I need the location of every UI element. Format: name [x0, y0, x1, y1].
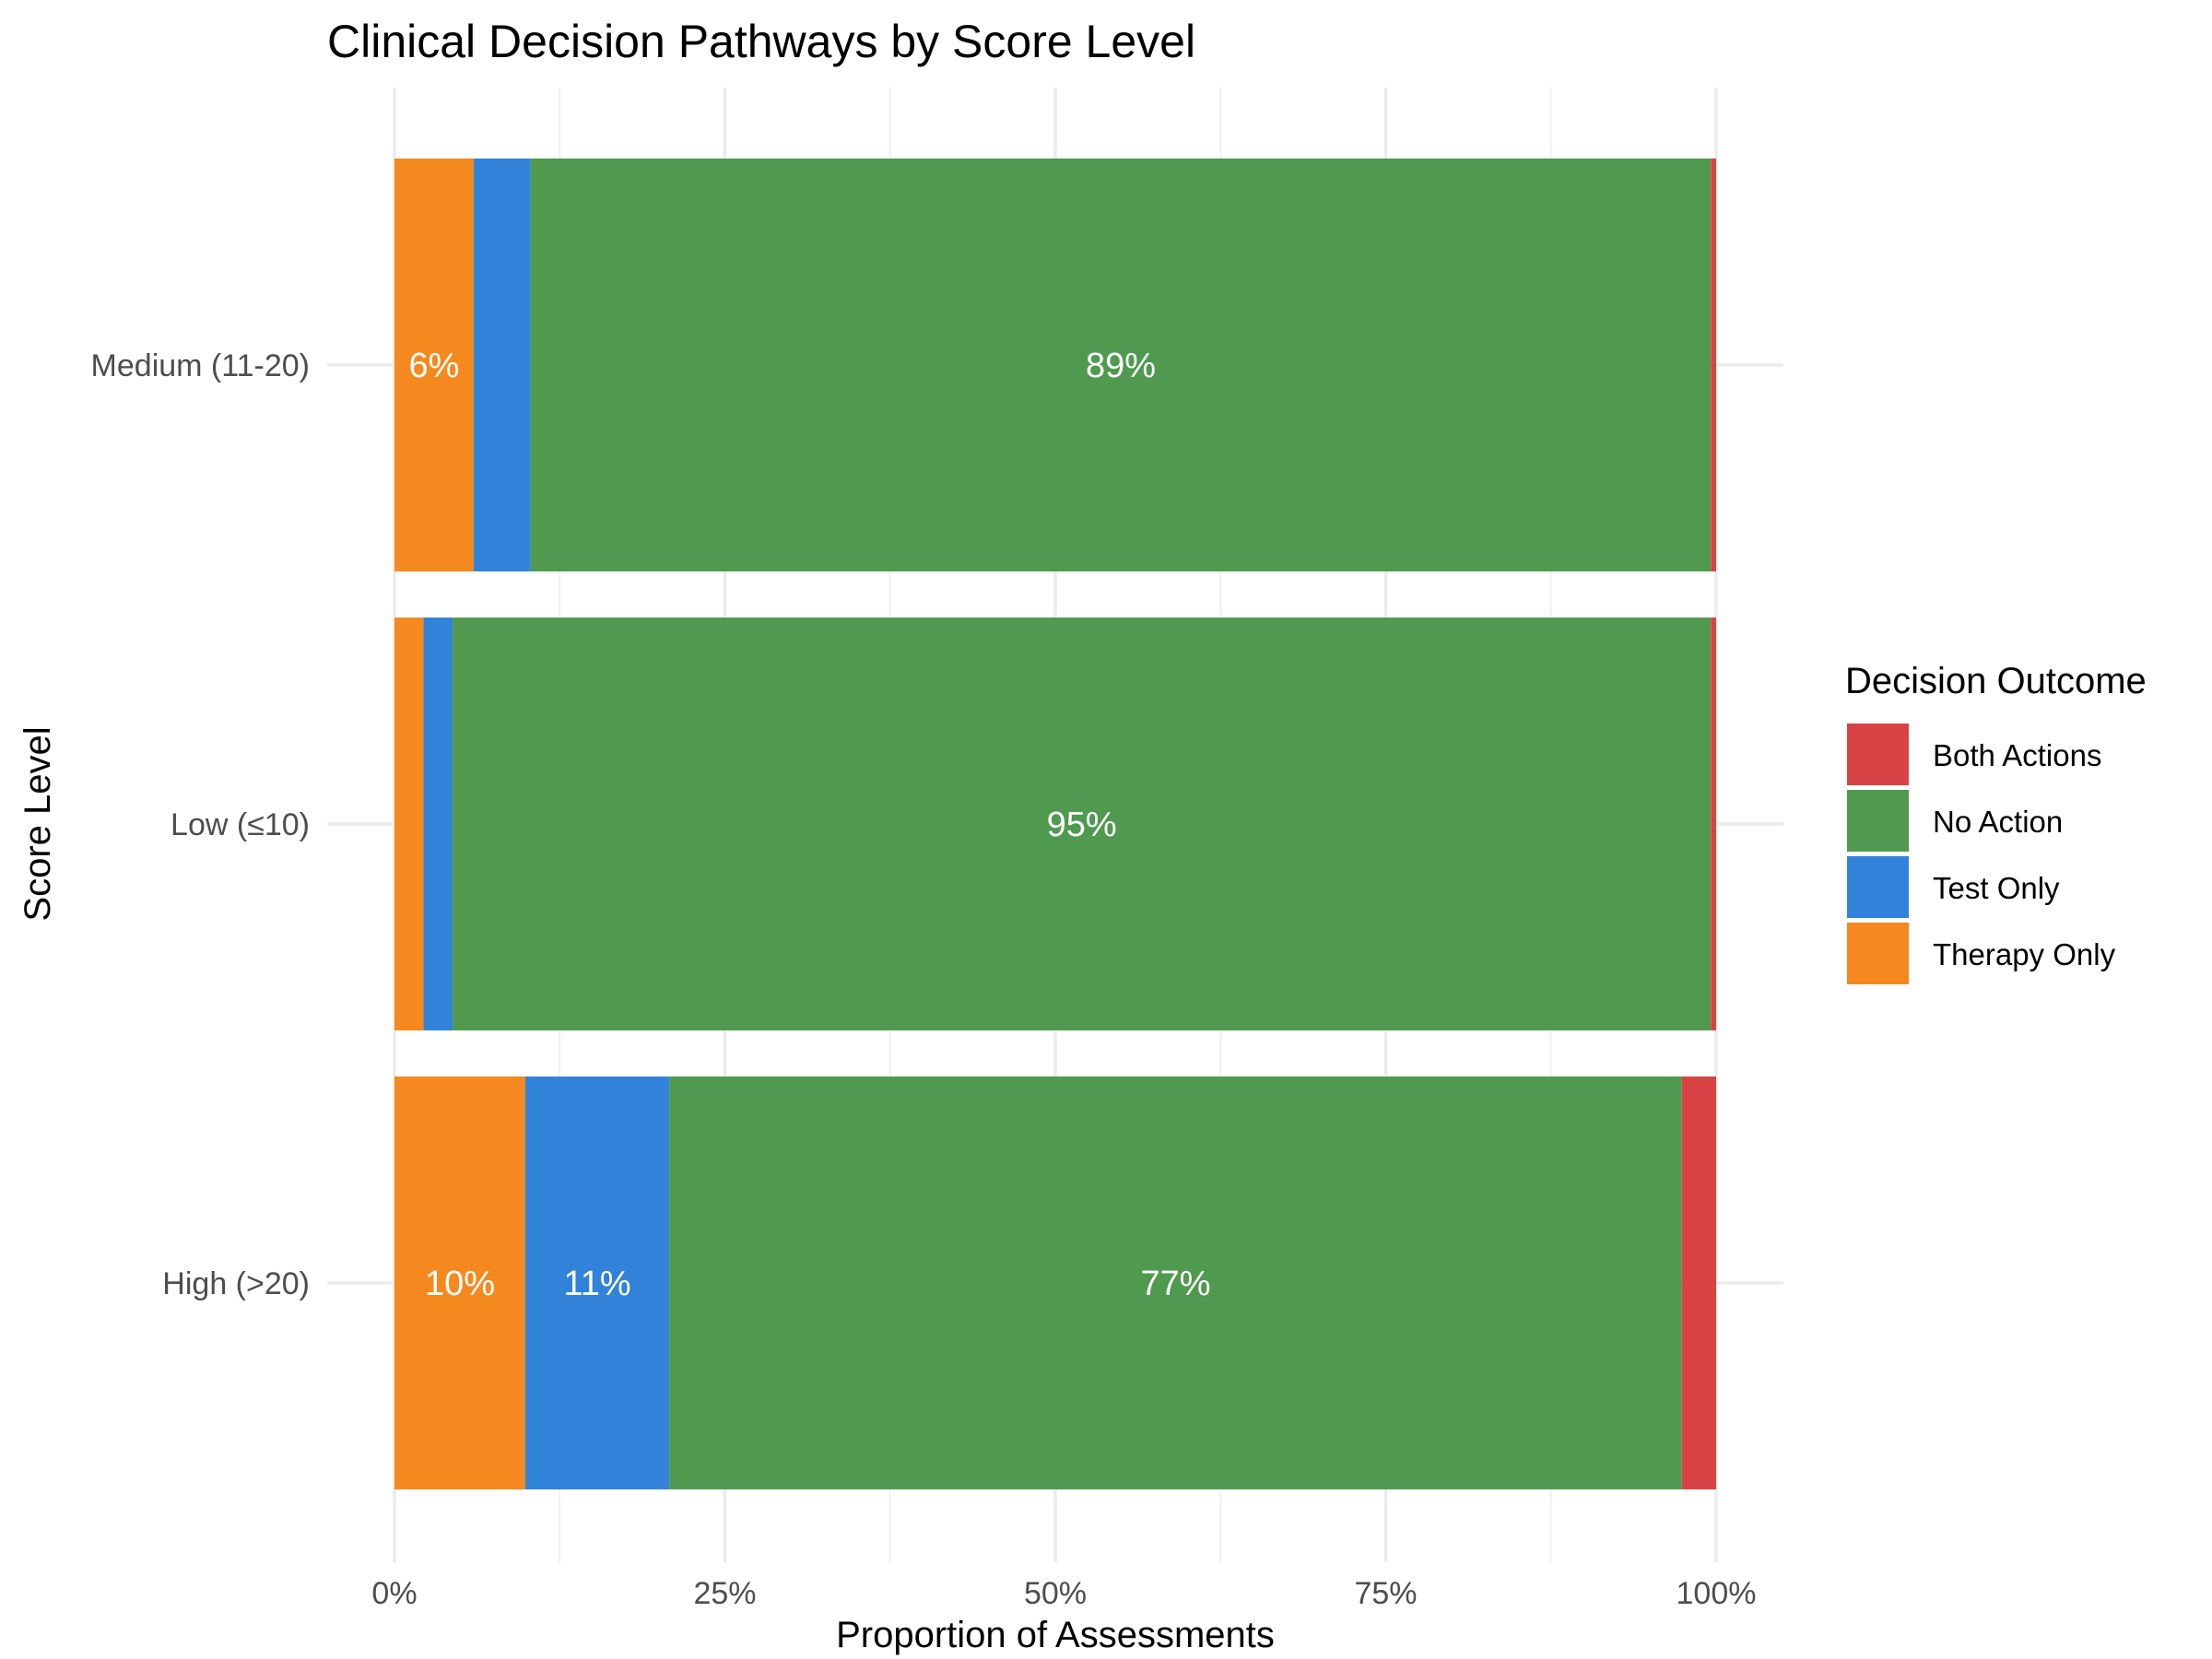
y-tick-label: Low (≤10): [171, 807, 310, 842]
data-label: 6%: [409, 347, 460, 385]
y-axis-title: Score Level: [18, 726, 58, 921]
x-axis-title: Proportion of Assessments: [836, 1615, 1275, 1655]
bars: [394, 159, 1716, 1489]
bar-segment-no-action: [530, 159, 1712, 571]
legend-swatch-test-only: [1847, 856, 1909, 918]
bar-segment-both-actions: [1711, 618, 1716, 1030]
legend-label: Test Only: [1933, 871, 2060, 905]
data-label: 95%: [1047, 806, 1117, 844]
legend-swatch-therapy-only: [1847, 923, 1909, 984]
bar-segment-both-actions: [1681, 1077, 1716, 1489]
legend-swatch-no-action: [1847, 790, 1909, 852]
data-label: 77%: [1140, 1265, 1210, 1303]
legend-label: Both Actions: [1933, 738, 2101, 772]
data-label: 11%: [563, 1265, 630, 1303]
bar-segment-test-only: [524, 1077, 670, 1489]
chart-title: Clinical Decision Pathways by Score Leve…: [327, 16, 1195, 67]
bar-segment-therapy-only: [394, 618, 424, 1030]
x-tick-label: 75%: [1354, 1576, 1417, 1611]
x-tick-label: 0%: [371, 1576, 417, 1611]
bar-segment-test-only: [423, 618, 453, 1030]
axes: 0% 25% 50% 75% 100% Medium (11-20) Low (≤10) Hi…: [91, 348, 1757, 1611]
legend-title: Decision Outcome: [1845, 661, 2147, 701]
bar-segment-no-action: [669, 1077, 1682, 1489]
bar-segment-therapy-only: [394, 159, 475, 571]
bar-segment-therapy-only: [394, 1077, 525, 1489]
legend-label: Therapy Only: [1933, 937, 2116, 971]
legend-label: No Action: [1933, 805, 2063, 839]
bar-segment-no-action: [453, 618, 1712, 1030]
y-tick-label: High (>20): [162, 1266, 310, 1301]
y-tick-label: Medium (11-20): [91, 348, 310, 383]
bar-segment-both-actions: [1711, 159, 1716, 571]
bar-segment-test-only: [474, 159, 531, 571]
x-tick-label: 25%: [693, 1576, 756, 1611]
data-labels: 6% 89% 95% 10% 11% 77%: [409, 347, 1211, 1303]
x-tick-label: 100%: [1677, 1576, 1757, 1611]
data-label: 10%: [425, 1265, 495, 1303]
legend: Decision Outcome Both Actions No Action Te…: [1845, 661, 2147, 984]
legend-swatch-both-actions: [1847, 724, 1909, 785]
data-label: 89%: [1086, 347, 1156, 385]
x-tick-label: 50%: [1024, 1576, 1087, 1611]
